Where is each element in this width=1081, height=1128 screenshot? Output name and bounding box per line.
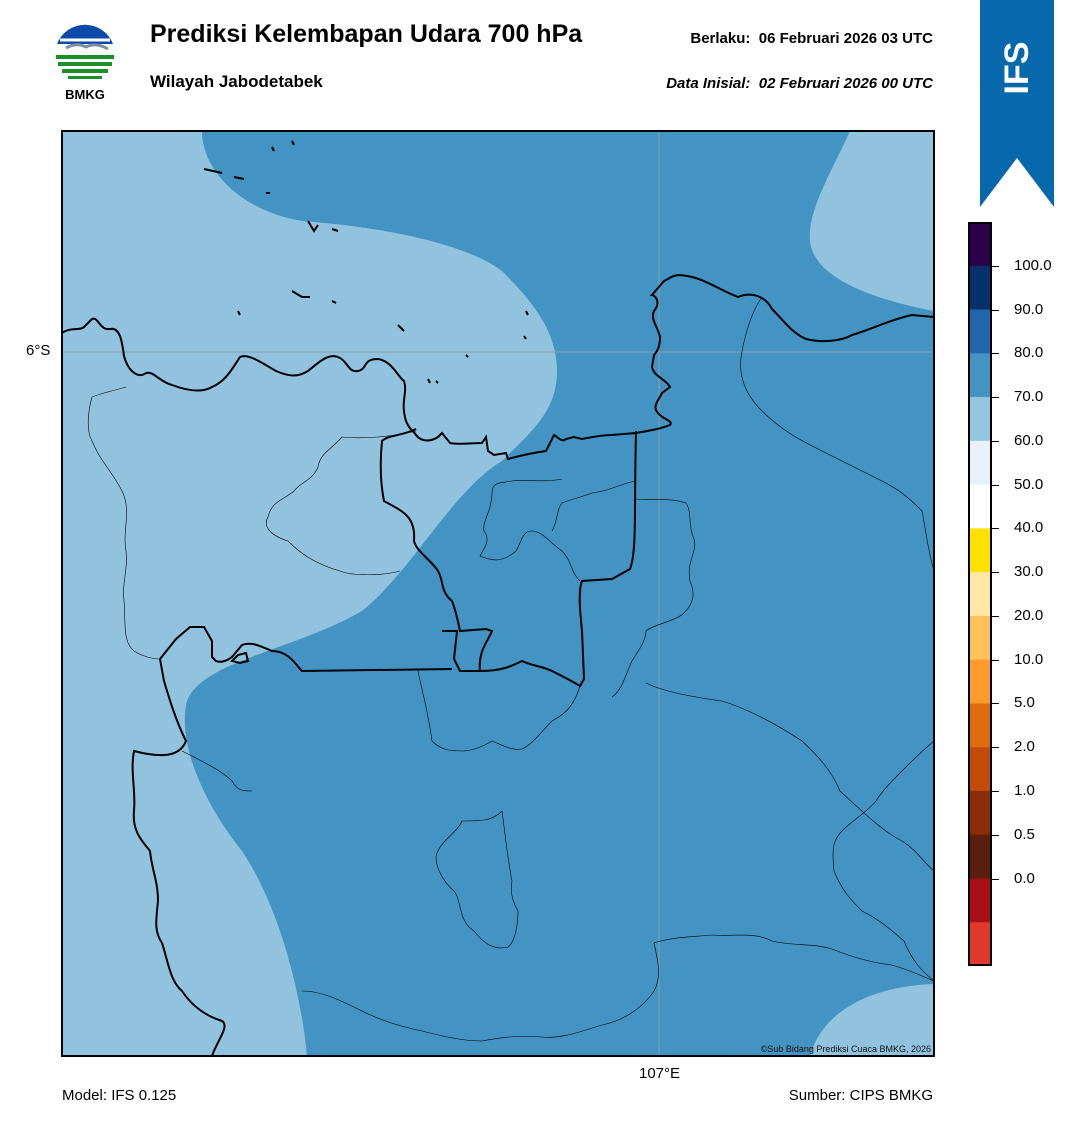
colorbar-segment — [968, 922, 992, 966]
colorbar-tick — [992, 353, 999, 355]
colorbar-segment — [968, 528, 992, 573]
colorbar-segment — [968, 703, 992, 748]
colorbar-segment — [968, 615, 992, 661]
coastline-islands — [203, 140, 529, 384]
map-subtitle: Wilayah Jabodetabek — [150, 72, 323, 91]
colorbar-segment — [968, 834, 992, 879]
colorbar-segment — [968, 659, 992, 704]
valid-label: Berlaku: — [690, 30, 751, 47]
colorbar-label: 40.0 — [1014, 519, 1044, 537]
colorbar-tick — [992, 265, 999, 267]
colorbar-label: 70.0 — [1014, 388, 1044, 406]
colorbar-tick — [992, 747, 999, 749]
bmkg-logo: BMKG — [52, 20, 118, 104]
colorbar-label: 100.0 — [1014, 256, 1052, 274]
colorbar-segment — [968, 397, 992, 442]
colorbar-label: 20.0 — [1014, 606, 1044, 624]
colorbar-frame — [968, 222, 992, 966]
colorbar-tick — [992, 659, 999, 661]
longitude-label: 107°E — [639, 1065, 681, 1082]
colorbar-segment — [968, 353, 992, 398]
colorbar-tick — [992, 878, 999, 880]
model-info: Model: IFS 0.125 — [62, 1087, 177, 1104]
colorbar-segment — [968, 790, 992, 836]
regency-borders — [87, 296, 934, 1042]
init-value: 02 Februari 2026 00 UTC — [758, 75, 933, 92]
coastline — [62, 274, 934, 461]
colorbar-label: 0.5 — [1014, 825, 1035, 843]
colorbar-tick — [992, 790, 999, 792]
ribbon-label: IFS — [998, 41, 1036, 95]
colorbar-tick — [992, 484, 999, 486]
colorbar-label: 50.0 — [1014, 475, 1044, 493]
colorbar-segment — [968, 484, 992, 529]
colorbar-segment — [968, 747, 992, 792]
logo-text: BMKG — [65, 87, 105, 102]
source-info: Sumber: CIPS BMKG — [788, 1087, 933, 1104]
colorbar — [968, 222, 992, 966]
colorbar-label: 0.0 — [1014, 869, 1035, 887]
colorbar-label: 60.0 — [1014, 431, 1044, 449]
humidity-map — [62, 131, 934, 1056]
colorbar-tick — [992, 572, 999, 574]
colorbar-segment — [968, 222, 992, 267]
province-border-small — [230, 651, 250, 665]
init-label: Data Inisial: — [666, 75, 751, 92]
province-border — [131, 428, 637, 1056]
colorbar-tick — [992, 528, 999, 530]
valid-value: 06 Februari 2026 03 UTC — [758, 30, 933, 47]
colorbar-segment — [968, 572, 992, 617]
humidity-70-80-region — [184, 131, 934, 1056]
colorbar-tick — [992, 615, 999, 617]
colorbar-tick — [992, 397, 999, 399]
colorbar-label: 5.0 — [1014, 694, 1035, 712]
map-title: Prediksi Kelembapan Udara 700 hPa — [150, 20, 583, 48]
colorbar-segment — [968, 440, 992, 486]
humidity-60-70-patch — [810, 984, 934, 1056]
colorbar-segment — [968, 265, 992, 311]
colorbar-tick — [992, 703, 999, 705]
colorbar-label: 80.0 — [1014, 344, 1044, 362]
colorbar-label: 1.0 — [1014, 781, 1035, 799]
colorbar-segment — [968, 878, 992, 923]
colorbar-tick — [992, 440, 999, 442]
colorbar-segment — [968, 309, 992, 354]
init-time: Data Inisial: 02 Februari 2026 00 UTC — [666, 75, 933, 92]
colorbar-tick — [992, 834, 999, 836]
latitude-label: 6°S — [26, 342, 51, 359]
colorbar-label: 90.0 — [1014, 300, 1044, 318]
colorbar-label: 10.0 — [1014, 650, 1044, 668]
valid-time: Berlaku: 06 Februari 2026 03 UTC — [690, 30, 933, 47]
ifs-ribbon — [980, 0, 1054, 207]
colorbar-label: 30.0 — [1014, 563, 1044, 581]
map-credit: ©Sub Bidang Prediksi Cuaca BMKG, 2026 — [760, 1044, 931, 1054]
colorbar-label: 2.0 — [1014, 738, 1035, 756]
colorbar-tick — [992, 309, 999, 311]
